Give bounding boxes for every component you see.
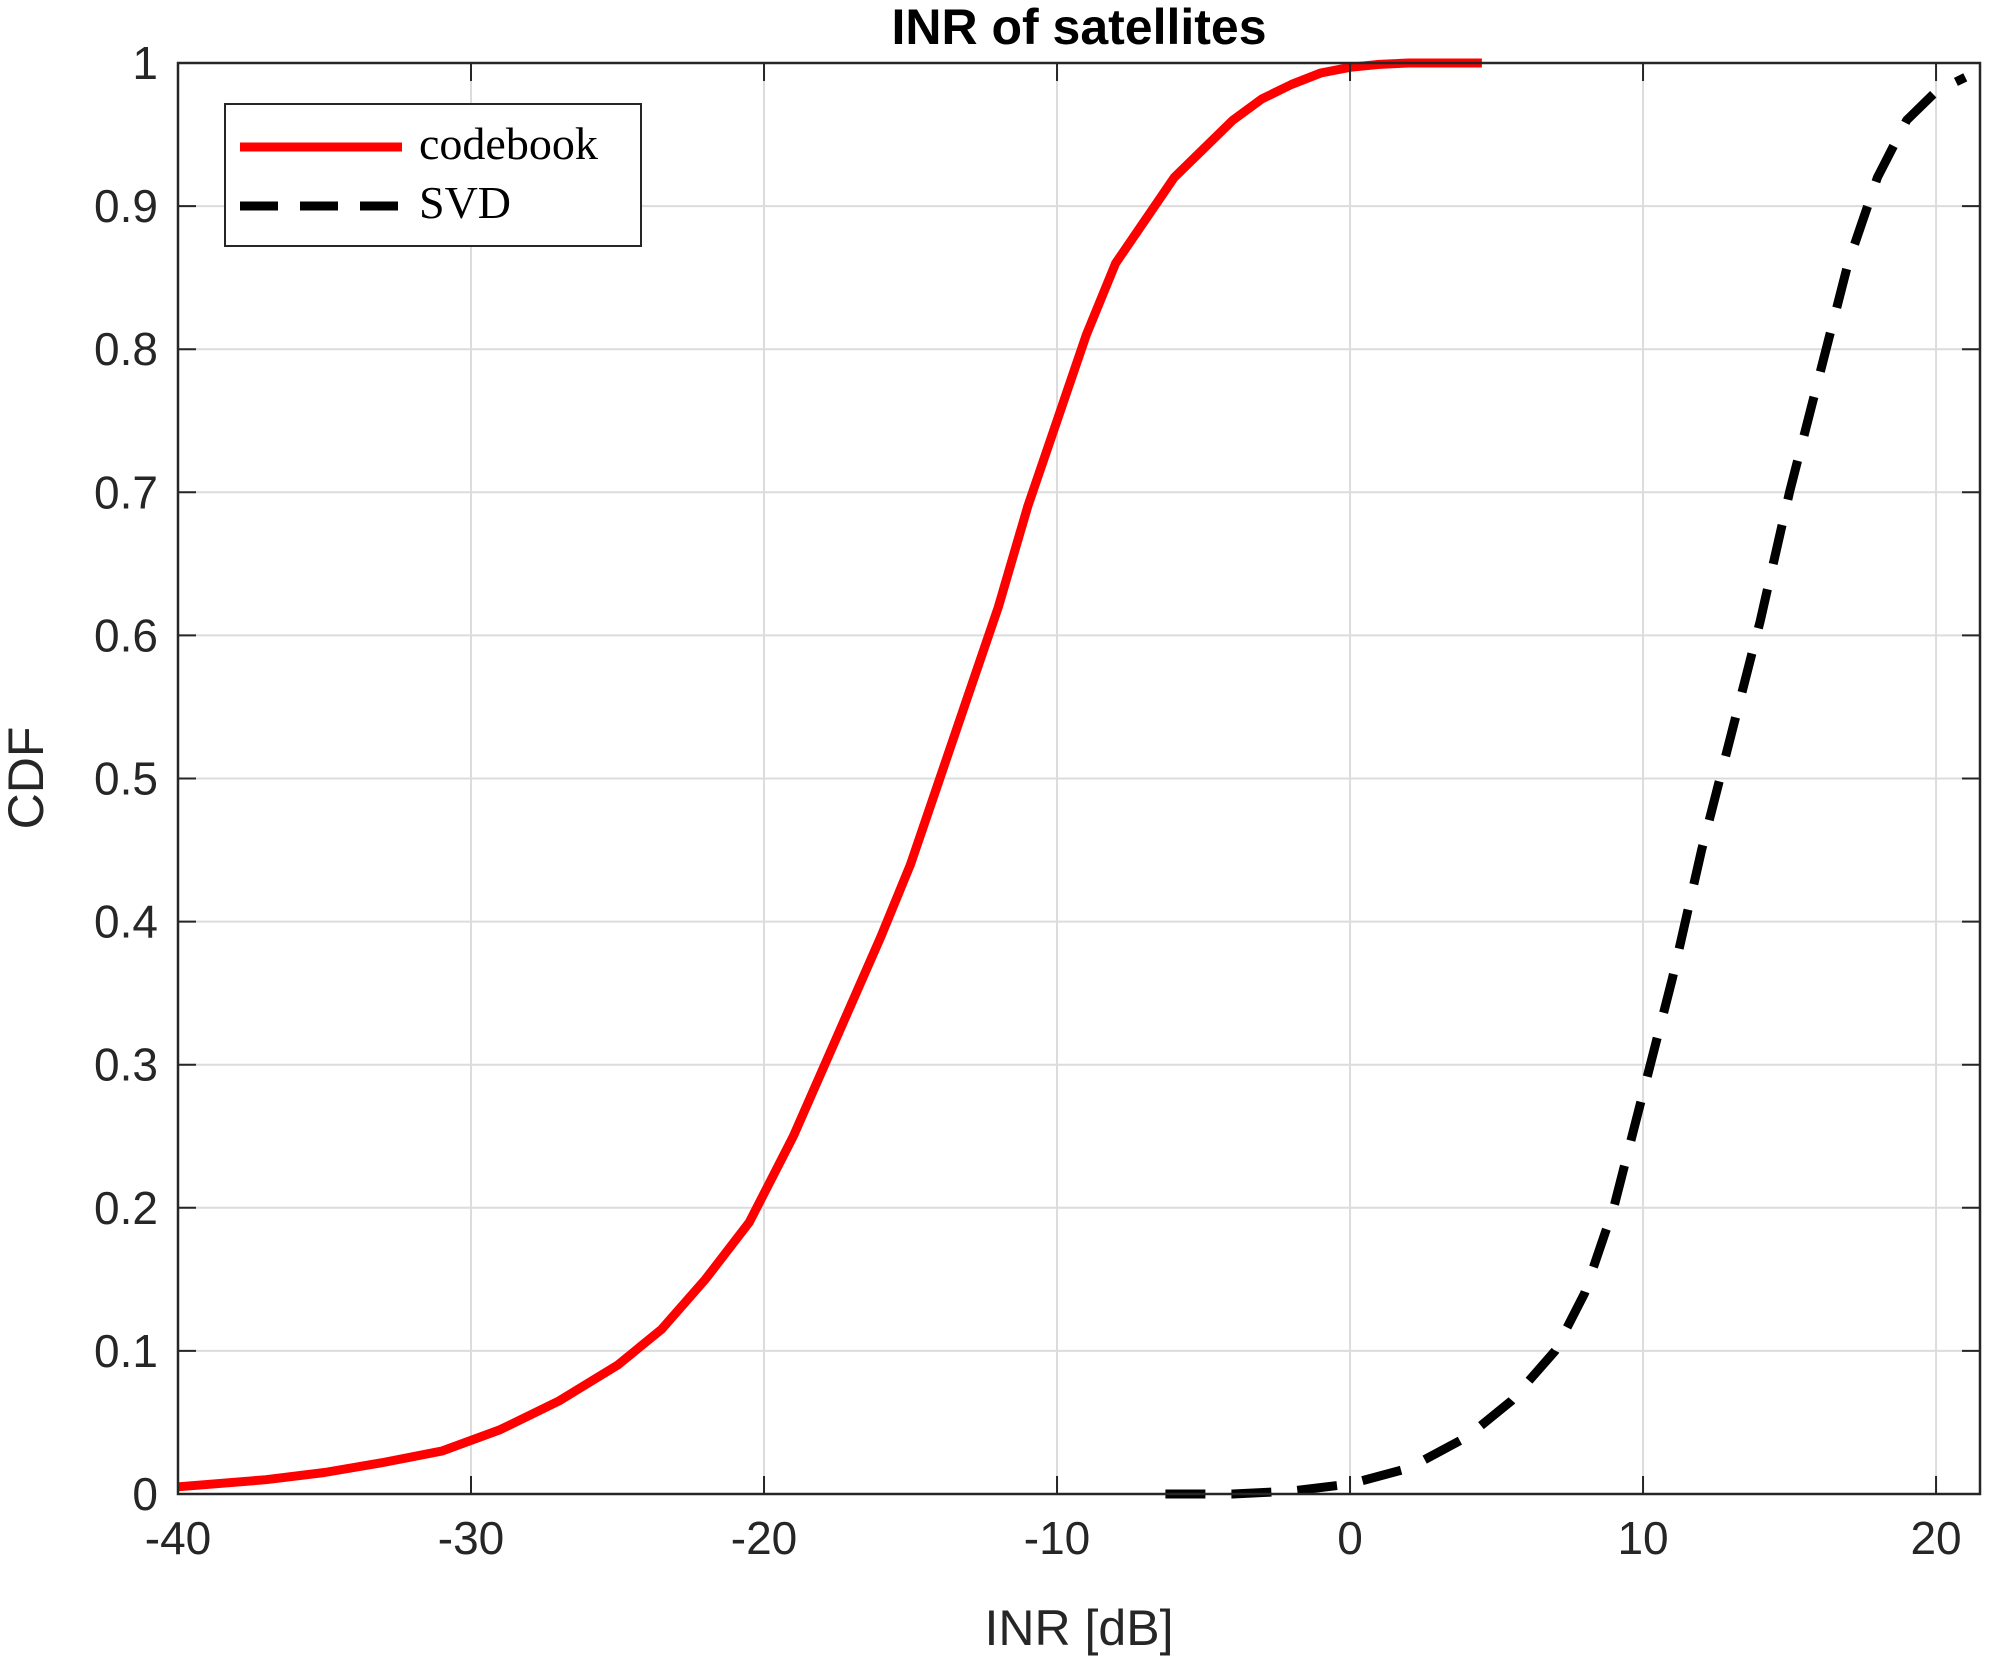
y-tick-label: 0.4 <box>94 896 158 948</box>
legend: codebook SVD <box>224 103 642 247</box>
legend-label-codebook: codebook <box>419 118 598 169</box>
x-tick-label: -10 <box>1024 1512 1090 1564</box>
y-tick-label: 0.3 <box>94 1039 158 1091</box>
y-tick-label: 0.5 <box>94 753 158 805</box>
grid-layer <box>177 62 1980 1495</box>
series-line-codebook <box>177 58 1482 1492</box>
y-tick-label: 0.9 <box>94 180 158 232</box>
x-axis-label: INR [dB] <box>985 1600 1174 1656</box>
y-tick-label: 0.7 <box>94 466 158 518</box>
y-tick-label: 0.8 <box>94 323 158 375</box>
x-tick-label: 10 <box>1617 1512 1668 1564</box>
y-tick-label: 0.1 <box>94 1325 158 1377</box>
x-tick-label: -20 <box>731 1512 797 1564</box>
y-tick-label: 0.6 <box>94 609 158 661</box>
x-tick-label: 0 <box>1337 1512 1363 1564</box>
y-tick-label: 0 <box>132 1468 158 1520</box>
x-tick-label: -40 <box>145 1512 211 1564</box>
chart-title: INR of satellites <box>891 0 1266 55</box>
legend-label-svd: SVD <box>419 177 511 228</box>
tick-layer: -40 -30 -20 -10 0 10 20 0 0.1 0.2 0.3 0.4 0.5 0.6 0.7 0… <box>94 37 1980 1564</box>
x-tick-label: -30 <box>438 1512 504 1564</box>
y-axis-label: CDF <box>0 727 54 830</box>
x-tick-label: 20 <box>1910 1512 1961 1564</box>
series-line-svd <box>1165 73 1968 1499</box>
y-tick-label: 1 <box>132 37 158 89</box>
legend-box <box>224 103 642 247</box>
series-layer <box>177 58 1968 1499</box>
y-tick-label: 0.2 <box>94 1182 158 1234</box>
